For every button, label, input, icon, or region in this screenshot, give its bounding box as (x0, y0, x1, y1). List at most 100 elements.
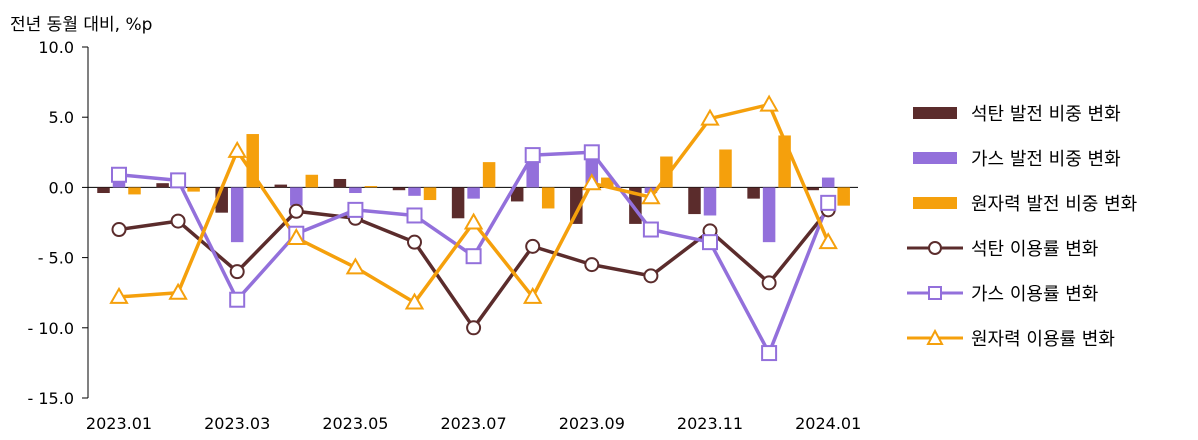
marker-coal-util (761, 275, 777, 291)
marker-gas-util (406, 207, 423, 224)
bar-nuclear-share (482, 162, 496, 188)
legend-item-gas-util: 가스 이용률 변화 (905, 270, 1195, 315)
bar-coal-share (510, 187, 524, 202)
marker-gas-util (347, 201, 364, 218)
marker-nuclear-util (345, 257, 366, 275)
y-tick-label: 0.0 (49, 178, 74, 197)
marker-gas-util (170, 172, 187, 189)
marker-nuclear-util (109, 286, 129, 304)
marker-gas-util (642, 221, 659, 238)
bar-coal-share (156, 183, 169, 188)
bar-nuclear-share (423, 187, 437, 201)
marker-gas-util (702, 234, 718, 251)
x-tick-label: 2023.09 (559, 414, 625, 433)
bar-nuclear-share (187, 187, 200, 192)
legend-label: 석탄 발전 비중 변화 (971, 103, 1121, 125)
marker-nuclear-util (582, 173, 602, 191)
legend-swatch-bar (913, 106, 957, 119)
bar-coal-share (570, 187, 583, 224)
y-tick-label: - 10.0 (28, 319, 74, 338)
bar-gas-share (408, 187, 421, 196)
bar-coal-share (392, 187, 406, 191)
marker-group (109, 94, 838, 362)
bar-gas-share (230, 187, 244, 243)
marker-nuclear-util (818, 232, 838, 250)
marker-gas-util (583, 144, 600, 161)
bar-nuclear-share (719, 149, 732, 188)
bar-gas-share (349, 187, 362, 194)
x-tick-label: 2023.07 (441, 414, 507, 433)
x-tick-label: 2023.01 (86, 414, 152, 433)
bar-nuclear-share (128, 187, 141, 195)
legend-swatch-bar (913, 196, 957, 209)
legend-item-nuclear-util: 원자력 이용률 변화 (905, 315, 1195, 360)
marker-gas-util (761, 345, 778, 362)
x-tick-label: 2023.05 (322, 414, 388, 433)
marker-nuclear-util (227, 140, 247, 158)
legend-label: 원자력 발전 비중 변화 (971, 193, 1138, 215)
y-tick-label: - 5.0 (38, 249, 74, 268)
marker-coal-util (643, 268, 659, 284)
bar-gas-share (112, 180, 126, 188)
bar-coal-share (747, 187, 760, 199)
y-axis: 10.0 5.0 0.0 - 5.0 - 10.0 - 15.0 (28, 38, 89, 408)
legend-label: 가스 이용률 변화 (971, 283, 1099, 305)
legend-swatch-line-square (907, 285, 963, 300)
y-tick-label: 5.0 (49, 108, 74, 127)
bar-gas-share (821, 177, 835, 188)
legend-label: 석탄 이용률 변화 (971, 238, 1099, 260)
marker-coal-util (466, 320, 482, 336)
x-tick-label: 2024.01 (795, 414, 861, 433)
legend-item-coal-share: 석탄 발전 비중 변화 (905, 90, 1195, 135)
bar-coal-share (97, 187, 110, 194)
legend-label: 원자력 이용률 변화 (971, 328, 1115, 350)
bar-coal-share (806, 187, 819, 191)
marker-coal-util (288, 203, 304, 219)
bar-gas-share (526, 156, 539, 188)
marker-coal-util (525, 238, 541, 254)
legend-item-coal-util: 석탄 이용률 변화 (905, 225, 1195, 270)
y-tick-label: - 15.0 (28, 389, 74, 408)
bar-nuclear-share (837, 187, 850, 206)
bar-gas-share (290, 187, 303, 206)
bar-gas-share (703, 187, 717, 216)
marker-coal-util (170, 213, 186, 229)
bar-nuclear-share (601, 177, 614, 188)
marker-gas-util (229, 291, 246, 308)
marker-gas-util (111, 166, 127, 183)
legend-swatch-line-circle (907, 240, 963, 255)
bar-nuclear-share (364, 185, 378, 188)
bar-gas-share (467, 187, 480, 199)
x-tick-label: 2023.03 (204, 414, 270, 433)
unit-label: 전년 동월 대비, %p (10, 15, 153, 35)
bar-coal-share (451, 187, 465, 219)
bar-coal-share (274, 184, 288, 188)
y-tick-label: 10.0 (38, 38, 74, 57)
marker-nuclear-util (404, 292, 425, 310)
marker-nuclear-util (286, 227, 307, 245)
marker-gas-util (465, 248, 482, 265)
marker-nuclear-util (759, 94, 779, 112)
bar-nuclear-share (541, 187, 555, 209)
marker-nuclear-util (463, 212, 484, 230)
marker-nuclear-util (522, 286, 543, 304)
marker-nuclear-util (168, 282, 188, 300)
marker-gas-util (820, 194, 837, 211)
legend-swatch-bar (913, 151, 957, 164)
bar-nuclear-share (246, 134, 259, 188)
marker-coal-util (584, 257, 600, 273)
x-tick-label: 2023.11 (677, 414, 743, 433)
legend: 석탄 발전 비중 변화 가스 발전 비중 변화 원자력 발전 비중 변화 석탄 … (905, 90, 1195, 360)
marker-gas-util (524, 147, 541, 164)
bar-gas-share (762, 187, 776, 243)
legend-item-nuclear-share: 원자력 발전 비중 변화 (905, 180, 1195, 225)
marker-coal-util (407, 234, 422, 250)
legend-label: 가스 발전 비중 변화 (971, 148, 1121, 170)
bar-nuclear-share (305, 174, 319, 188)
x-axis: 2023.01 2023.03 2023.05 2023.07 2023.09 2023.… (86, 186, 861, 433)
bar-coal-share (333, 178, 347, 188)
legend-swatch-line-triangle (907, 328, 963, 345)
marker-coal-util (111, 222, 127, 238)
marker-nuclear-util (641, 187, 661, 205)
